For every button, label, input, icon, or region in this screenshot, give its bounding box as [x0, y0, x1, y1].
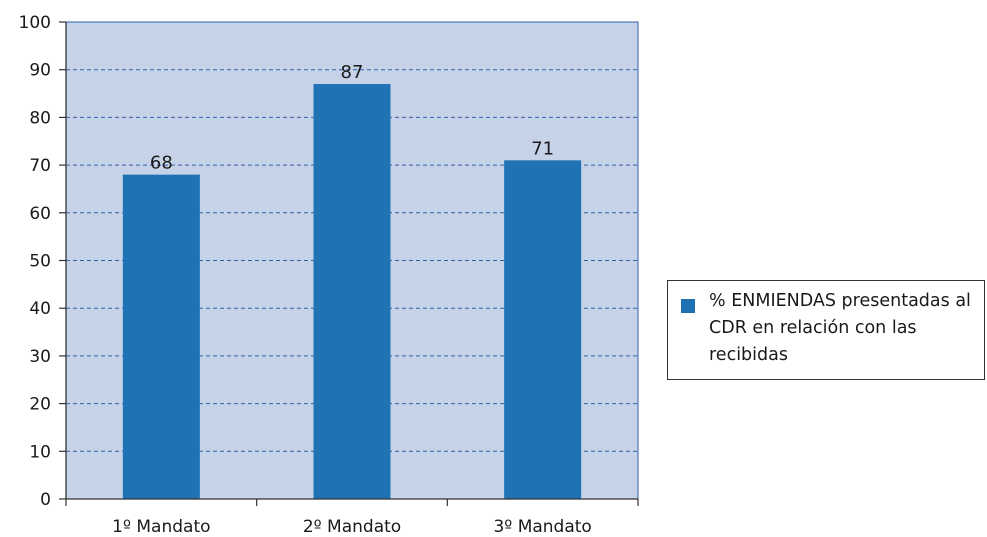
y-tick-label: 50: [29, 252, 51, 272]
y-tick-label: 10: [29, 442, 51, 462]
bars: [122, 84, 582, 499]
bar: [122, 174, 200, 499]
axes: 0 10 20 30 40 50 60 70 80 90 100 1º Mandato 2º Manda…: [19, 13, 639, 537]
y-tick-label: 0: [40, 490, 51, 510]
y-tick-label: 90: [29, 61, 51, 81]
y-tick-label: 60: [29, 204, 51, 224]
x-tick-label: 1º Mandato: [112, 517, 210, 537]
x-tick-label: 3º Mandato: [493, 517, 591, 537]
y-tick-label: 80: [29, 108, 51, 128]
y-tick-label: 70: [29, 156, 51, 176]
y-tick-label: 40: [29, 299, 51, 319]
data-label: 87: [341, 62, 364, 83]
data-labels: 68 87 71: [150, 62, 554, 174]
legend-label: % ENMIENDAS presentadas al CDR en relaci…: [709, 291, 971, 365]
y-tick-label: 100: [19, 13, 51, 33]
bar: [313, 84, 391, 499]
bar: [504, 160, 582, 499]
legend: % ENMIENDAS presentadas al CDR en relaci…: [667, 280, 985, 380]
y-tick-label: 30: [29, 347, 51, 367]
data-label: 71: [531, 138, 554, 159]
x-tick-label: 2º Mandato: [303, 517, 401, 537]
data-label: 68: [150, 153, 173, 174]
legend-swatch: [681, 299, 695, 313]
y-tick-label: 20: [29, 395, 51, 415]
